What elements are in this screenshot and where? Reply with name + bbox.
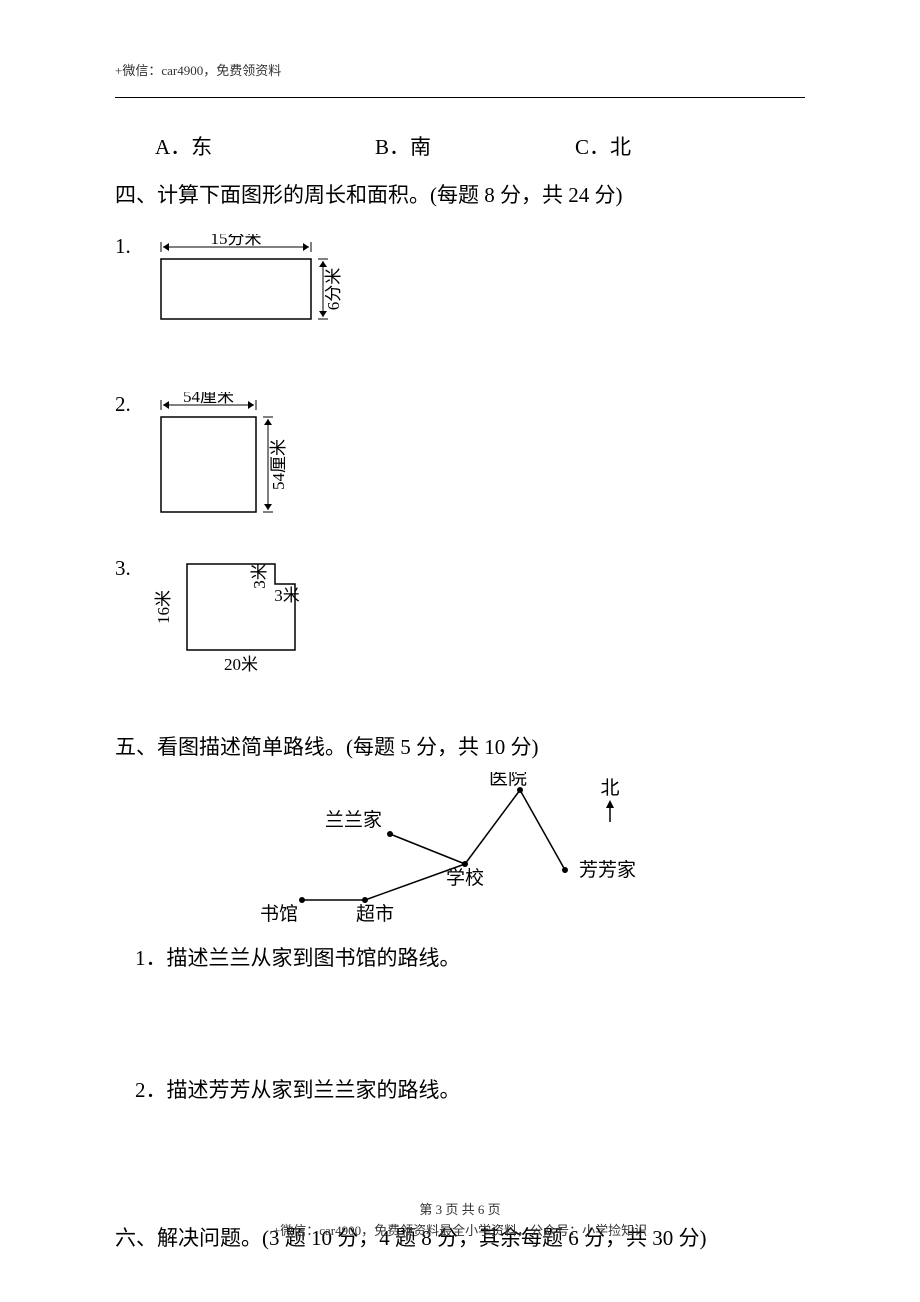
svg-text:16米: 16米 — [154, 590, 173, 624]
svg-text:6分米: 6分米 — [324, 268, 343, 311]
figure-1: 1. 15分米 6分米 — [115, 234, 805, 334]
svg-text:学校: 学校 — [446, 867, 484, 889]
choice-c: C．北 — [575, 126, 631, 168]
svg-text:54厘米: 54厘米 — [269, 439, 288, 490]
svg-text:超市: 超市 — [356, 903, 394, 925]
figure-2: 2. 54厘米 54厘米 — [115, 392, 805, 522]
figure-2-svg: 54厘米 54厘米 — [151, 392, 321, 522]
choice-a: A．东 — [155, 126, 375, 168]
route-map: 医院兰兰家学校 芳芳家超市 图书馆 北 — [260, 772, 660, 937]
figure-1-number: 1. — [115, 234, 143, 259]
svg-text:芳芳家: 芳芳家 — [579, 859, 636, 881]
section-5-q2: 2．描述芳芳从家到兰兰家的路线。 — [115, 1069, 805, 1111]
figure-3-svg: 16米 3米 3米 20米 — [151, 556, 331, 686]
section-4-title: 四、计算下面图形的周长和面积。(每题 8 分，共 24 分) — [115, 174, 805, 216]
figure-3-number: 3. — [115, 556, 143, 581]
choice-row: A．东 B．南 C．北 — [115, 126, 805, 168]
header-note: +微信：car4900，免费领资料 — [115, 60, 805, 98]
svg-text:15分米: 15分米 — [211, 234, 262, 248]
page-footer: 第 3 页 共 6 页 +微信：car4900，免费领资料最全小学资料，公众号：… — [0, 1200, 920, 1242]
figure-3: 3. 16米 3米 3米 20米 — [115, 556, 805, 686]
figure-1-svg: 15分米 6分米 — [151, 234, 361, 334]
svg-text:3米: 3米 — [250, 563, 269, 589]
footer-note: +微信：car4900，免费领资料最全小学资料，公众号：小学捡知识 — [0, 1221, 920, 1242]
svg-text:20米: 20米 — [224, 655, 258, 674]
choice-b: B．南 — [375, 126, 575, 168]
section-5-q1: 1．描述兰兰从家到图书馆的路线。 — [115, 937, 805, 979]
figure-2-number: 2. — [115, 392, 143, 417]
svg-text:54厘米: 54厘米 — [183, 392, 234, 406]
svg-text:3米: 3米 — [274, 586, 300, 605]
svg-text:医院: 医院 — [489, 772, 527, 789]
section-5-title: 五、看图描述简单路线。(每题 5 分，共 10 分) — [115, 726, 805, 768]
svg-text:兰兰家: 兰兰家 — [325, 809, 382, 831]
footer-page-info: 第 3 页 共 6 页 — [0, 1200, 920, 1221]
svg-text:图书馆: 图书馆 — [260, 903, 298, 925]
svg-text:北: 北 — [600, 777, 619, 799]
